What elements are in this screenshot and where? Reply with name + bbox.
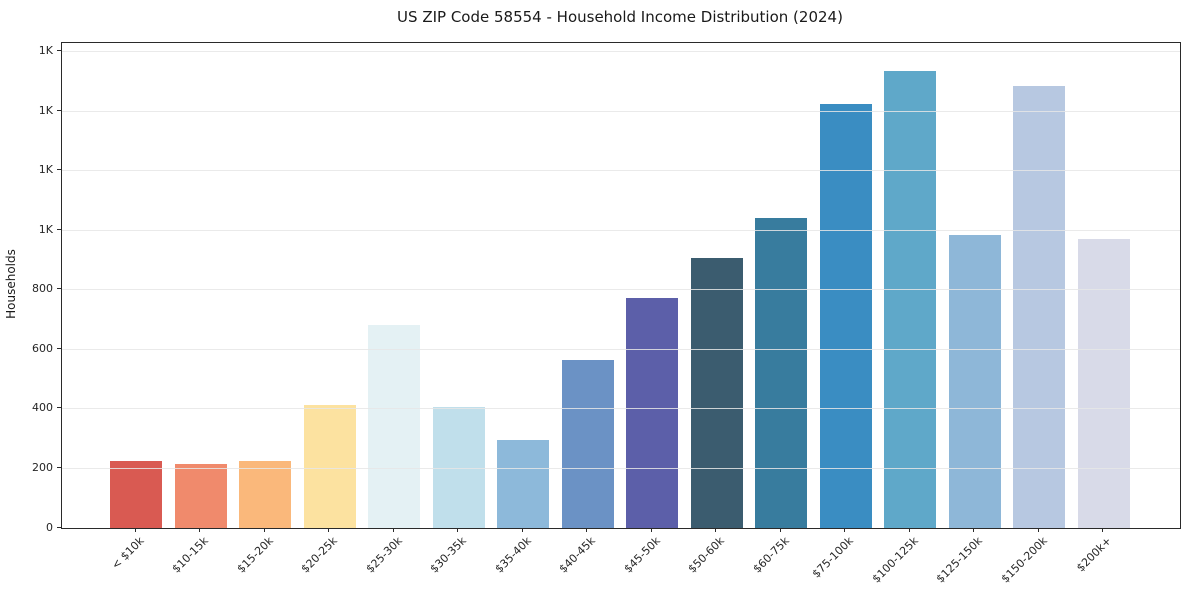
gridline bbox=[62, 229, 1180, 231]
x-tick-mark bbox=[199, 528, 201, 532]
x-tick-label: $25-30k bbox=[363, 534, 405, 576]
gridline bbox=[62, 51, 1180, 53]
plot-area bbox=[61, 42, 1181, 529]
y-tick-mark bbox=[57, 288, 61, 290]
y-tick-mark bbox=[57, 109, 61, 111]
x-tick-label: $20-25k bbox=[298, 534, 341, 576]
x-tick-label: $45-50k bbox=[621, 534, 663, 576]
x-tick-label: $200k+ bbox=[1074, 534, 1115, 575]
x-tick-label: $10-15k bbox=[169, 534, 212, 576]
gridline bbox=[62, 467, 1180, 469]
x-tick-mark bbox=[134, 528, 136, 532]
y-tick-mark bbox=[57, 50, 61, 52]
x-tick-label: $60-75k bbox=[750, 534, 792, 576]
y-tick-label: 600 bbox=[32, 341, 53, 355]
bar-60-75k bbox=[755, 217, 808, 528]
y-tick-label: 800 bbox=[32, 282, 53, 296]
x-tick-mark bbox=[457, 528, 459, 532]
chart-title: US ZIP Code 58554 - Household Income Dis… bbox=[397, 8, 843, 26]
y-tick-label: 200 bbox=[32, 460, 53, 474]
bar-10k bbox=[110, 461, 162, 528]
bar-125-150k bbox=[948, 235, 1001, 528]
gridline bbox=[62, 289, 1180, 291]
x-tick-mark bbox=[779, 528, 781, 532]
x-tick-label: $150-200k bbox=[998, 534, 1050, 586]
y-tick-mark bbox=[57, 169, 61, 171]
y-tick-label: 1K bbox=[38, 163, 53, 177]
y-tick-label: 0 bbox=[46, 520, 53, 534]
y-tick-mark bbox=[57, 228, 61, 230]
bar-150-200k bbox=[1013, 85, 1066, 528]
gridline bbox=[62, 348, 1180, 350]
x-tick-mark bbox=[392, 528, 394, 532]
x-tick-mark bbox=[586, 528, 588, 532]
bar-45-50k bbox=[626, 298, 679, 528]
x-tick-label: $75-100k bbox=[810, 534, 857, 581]
x-tick-mark bbox=[521, 528, 523, 532]
y-tick-mark bbox=[57, 407, 61, 409]
x-tick-mark bbox=[1037, 528, 1039, 532]
gridline bbox=[62, 408, 1180, 410]
y-tick-mark bbox=[57, 526, 61, 528]
y-tick-label: 400 bbox=[32, 401, 53, 415]
y-tick-label: 1K bbox=[38, 222, 53, 236]
gridline bbox=[62, 110, 1180, 112]
bar-100-125k bbox=[884, 70, 937, 528]
y-tick-label: 1K bbox=[38, 44, 53, 58]
x-tick-label: $50-60k bbox=[685, 534, 728, 576]
y-tick-label: 1K bbox=[38, 103, 53, 117]
x-tick-label: $30-35k bbox=[427, 534, 470, 576]
bar-40-45k bbox=[561, 359, 614, 528]
x-tick-mark bbox=[263, 528, 265, 532]
x-tick-mark bbox=[1102, 528, 1104, 532]
bar-20-25k bbox=[303, 404, 356, 528]
bar-10-15k bbox=[174, 463, 227, 528]
gridline bbox=[62, 170, 1180, 172]
x-tick-mark bbox=[973, 528, 975, 532]
x-tick-mark bbox=[650, 528, 652, 532]
bar-50-60k bbox=[690, 257, 743, 528]
x-tick-label: $15-20k bbox=[234, 534, 276, 576]
x-tick-label: < $10k bbox=[108, 534, 147, 572]
y-tick-mark bbox=[57, 466, 61, 468]
x-tick-label: $40-45k bbox=[556, 534, 599, 576]
x-tick-mark bbox=[908, 528, 910, 532]
x-tick-mark bbox=[328, 528, 330, 532]
bar-200k+ bbox=[1077, 239, 1130, 528]
bar-15-20k bbox=[239, 461, 292, 528]
x-tick-label: $100-125k bbox=[869, 534, 921, 586]
x-tick-mark bbox=[715, 528, 717, 532]
x-tick-label: $35-40k bbox=[492, 534, 534, 576]
bar-30-35k bbox=[432, 407, 485, 528]
bar-35-40k bbox=[497, 439, 550, 528]
bar-75-100k bbox=[819, 103, 872, 528]
bar-25-30k bbox=[368, 324, 421, 528]
x-tick-label: $125-150k bbox=[934, 534, 986, 586]
x-tick-mark bbox=[844, 528, 846, 532]
y-tick-mark bbox=[57, 347, 61, 349]
